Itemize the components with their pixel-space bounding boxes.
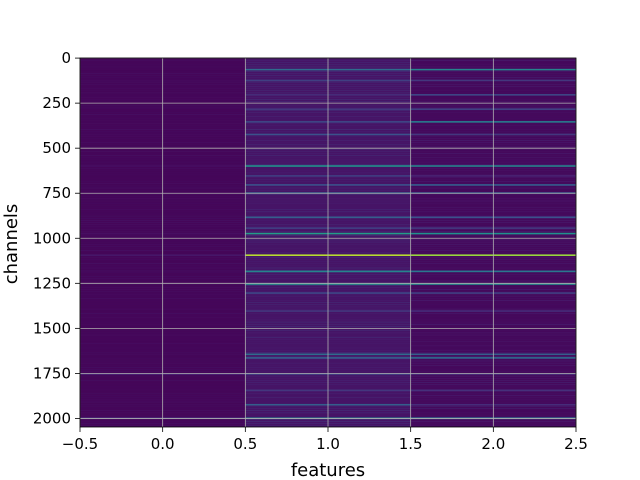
y-tick-label: 750 [42,184,71,202]
y-tick-label: 500 [42,139,71,157]
y-axis: 0 250 500 750 1000 1250 1500 1750 2000 [33,49,80,427]
x-axis-label: features [291,460,365,480]
x-tick-label: 1.0 [316,435,340,453]
y-tick-label: 1750 [33,364,71,382]
x-tick-label: −0.5 [62,435,98,453]
x-tick-label: 0.0 [151,435,175,453]
y-tick-label: 1500 [33,319,71,337]
x-tick-label: 2.5 [564,435,588,453]
x-tick-label: 1.5 [399,435,423,453]
x-tick-label: 0.5 [233,435,257,453]
y-tick-label: 1250 [33,274,71,292]
y-axis-label: channels [1,204,22,285]
x-axis: −0.5 0.0 0.5 1.0 1.5 2.0 2.5 [62,427,588,453]
y-tick-label: 0 [61,49,71,67]
y-tick-label: 1000 [33,229,71,247]
y-tick-label: 250 [42,94,71,112]
x-tick-label: 2.0 [481,435,505,453]
y-tick-label: 2000 [33,409,71,427]
